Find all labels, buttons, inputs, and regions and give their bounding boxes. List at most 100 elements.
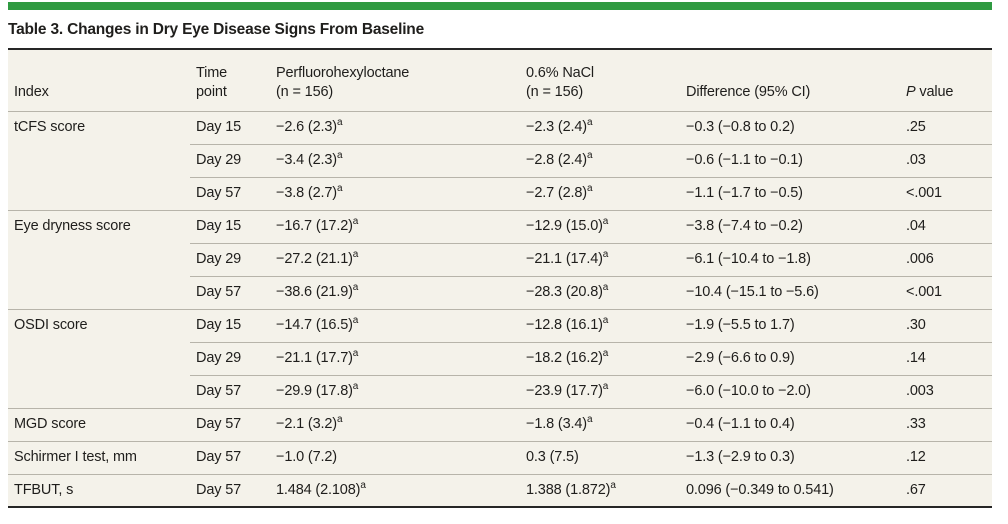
- footnote-marker: a: [610, 479, 616, 491]
- cell-p-value: .03: [900, 143, 992, 177]
- footnote-marker: a: [336, 149, 343, 161]
- col-header-difference: Difference (95% CI): [680, 49, 900, 112]
- cell-index: [8, 375, 190, 408]
- cell-index: tCFS score: [14, 118, 86, 135]
- cell-nacl-value: −2.8 (2.4)a: [520, 143, 680, 177]
- table-row: Day 29 −3.4 (2.3)a −2.8 (2.4)a −0.6 (−1.1 t…: [8, 143, 992, 177]
- cell-drug-value: −3.8 (2.7)a: [270, 176, 520, 210]
- cell-index: [8, 144, 190, 177]
- cell-difference: −6.1 (−10.4 to −1.8): [680, 242, 900, 276]
- cell-difference: −0.3 (−0.8 to 0.2): [686, 118, 795, 135]
- table-row: TFBUT, s Day 57 1.484 (2.108)a 1.388 (1.872…: [8, 473, 992, 507]
- col-header-nacl: 0.6% NaCl (n = 156): [520, 49, 680, 112]
- cell-difference: −2.9 (−6.6 to 0.9): [680, 341, 900, 375]
- footnote-marker: a: [586, 413, 593, 425]
- cell-drug-value: −38.6 (21.9)a: [270, 275, 520, 309]
- table-row: Day 29 −27.2 (21.1)a −21.1 (17.4)a −6.1 (−1…: [8, 242, 992, 276]
- p-italic: P: [906, 83, 916, 100]
- col-header-time-line2: point: [196, 83, 227, 100]
- col-header-nacl-line1: 0.6% NaCl: [526, 64, 594, 81]
- cell-p-value: .67: [900, 473, 992, 507]
- cell-time-point: Day 15: [196, 118, 242, 135]
- table-row: tCFS score Day 15 −2.6 (2.3)a −2.3 (2.4)a −0…: [8, 111, 992, 144]
- cell-time-point: Day 15: [190, 308, 270, 342]
- cell-p-value: .14: [900, 341, 992, 375]
- footnote-marker: a: [352, 281, 359, 293]
- footnote-marker: a: [352, 347, 359, 359]
- cell-p-value: <.001: [900, 275, 992, 309]
- col-header-drug-line1: Perfluorohexyloctane: [276, 64, 410, 81]
- footnote-marker: a: [602, 215, 609, 227]
- dry-eye-signs-table: Index Time point Perfluorohexyloctane (n…: [8, 48, 992, 508]
- cell-index: [8, 276, 190, 309]
- table-row: Day 57 −3.8 (2.7)a −2.7 (2.8)a −1.1 (−1.7 t…: [8, 176, 992, 210]
- footnote-marker: a: [352, 248, 359, 260]
- cell-time-point: Day 15: [190, 209, 270, 243]
- footnote-marker: a: [602, 347, 609, 359]
- cell-time-point: Day 29: [190, 143, 270, 177]
- cell-nacl-value: −28.3 (20.8)a: [520, 275, 680, 309]
- cell-drug-value: −27.2 (21.1)a: [270, 242, 520, 276]
- table-row: Eye dryness score Day 15 −16.7 (17.2)a −12.…: [8, 209, 992, 243]
- cell-nacl-value: −12.9 (15.0)a: [520, 209, 680, 243]
- table-header: Index Time point Perfluorohexyloctane (n…: [8, 49, 992, 112]
- footnote-marker: a: [602, 281, 609, 293]
- cell-index: OSDI score: [8, 308, 190, 342]
- footnote-marker: a: [352, 215, 359, 227]
- cell-index: [8, 177, 190, 210]
- cell-drug-value: −14.7 (16.5)a: [270, 308, 520, 342]
- cell-difference: 0.096 (−0.349 to 0.541): [680, 473, 900, 507]
- header-row: Index Time point Perfluorohexyloctane (n…: [8, 49, 992, 112]
- footnote-marker: a: [336, 116, 343, 128]
- col-header-index-label: Index: [14, 83, 49, 100]
- footnote-marker: a: [586, 149, 593, 161]
- cell-time-point: Day 57: [190, 275, 270, 309]
- footnote-marker: a: [586, 116, 593, 128]
- cell-time-point: Day 57: [190, 473, 270, 507]
- cell-nacl-value: −12.8 (16.1)a: [520, 308, 680, 342]
- col-header-difference-label: Difference (95% CI): [686, 83, 811, 100]
- cell-nacl-value: 1.388 (1.872)a: [520, 473, 680, 507]
- p-rest: value: [915, 83, 954, 100]
- cell-drug-value: −2.6 (2.3)a: [276, 116, 343, 135]
- cell-time-point: Day 57: [190, 440, 270, 474]
- cell-p-value: .003: [900, 374, 992, 408]
- accent-bar: [8, 2, 992, 10]
- footnote-marker: a: [336, 413, 343, 425]
- cell-time-point: Day 29: [190, 242, 270, 276]
- cell-drug-value: −21.1 (17.7)a: [270, 341, 520, 375]
- cell-index: MGD score: [8, 407, 190, 441]
- table-title: Table 3. Changes in Dry Eye Disease Sign…: [8, 21, 424, 38]
- cell-nacl-value: −23.9 (17.7)a: [520, 374, 680, 408]
- cell-nacl-value: 0.3 (7.5): [520, 440, 680, 474]
- cell-p-value: .04: [900, 209, 992, 243]
- cell-p-value: .33: [900, 407, 992, 441]
- cell-nacl-value: −1.8 (3.4)a: [520, 407, 680, 441]
- col-header-time-line1: Time: [196, 64, 228, 81]
- cell-nacl-value: −2.7 (2.8)a: [520, 176, 680, 210]
- col-header-p-value: P value: [900, 49, 992, 112]
- cell-difference: −6.0 (−10.0 to −2.0): [680, 374, 900, 408]
- footnote-marker: a: [336, 182, 343, 194]
- cell-time-point: Day 57: [190, 374, 270, 408]
- cell-drug-value: 1.484 (2.108)a: [270, 473, 520, 507]
- cell-difference: −1.9 (−5.5 to 1.7): [680, 308, 900, 342]
- cell-drug-value: −29.9 (17.8)a: [270, 374, 520, 408]
- footnote-marker: a: [352, 314, 359, 326]
- cell-drug-value: −1.0 (7.2): [270, 440, 520, 474]
- col-header-time-point: Time point: [190, 49, 270, 112]
- cell-drug-value: −2.1 (3.2)a: [270, 407, 520, 441]
- cell-nacl-value: −21.1 (17.4)a: [520, 242, 680, 276]
- cell-nacl-value: −18.2 (16.2)a: [520, 341, 680, 375]
- cell-difference: −3.8 (−7.4 to −0.2): [680, 209, 900, 243]
- cell-p-value: .006: [900, 242, 992, 276]
- footnote-marker: a: [586, 182, 593, 194]
- footnote-marker: a: [352, 380, 359, 392]
- table-row: Day 57 −38.6 (21.9)a −28.3 (20.8)a −10.4 (−…: [8, 275, 992, 309]
- cell-time-point: Day 57: [190, 176, 270, 210]
- cell-p-value: .12: [900, 440, 992, 474]
- cell-difference: −10.4 (−15.1 to −5.6): [680, 275, 900, 309]
- cell-drug-value: −16.7 (17.2)a: [270, 209, 520, 243]
- cell-difference: −0.6 (−1.1 to −0.1): [680, 143, 900, 177]
- cell-index: Schirmer I test, mm: [8, 440, 190, 474]
